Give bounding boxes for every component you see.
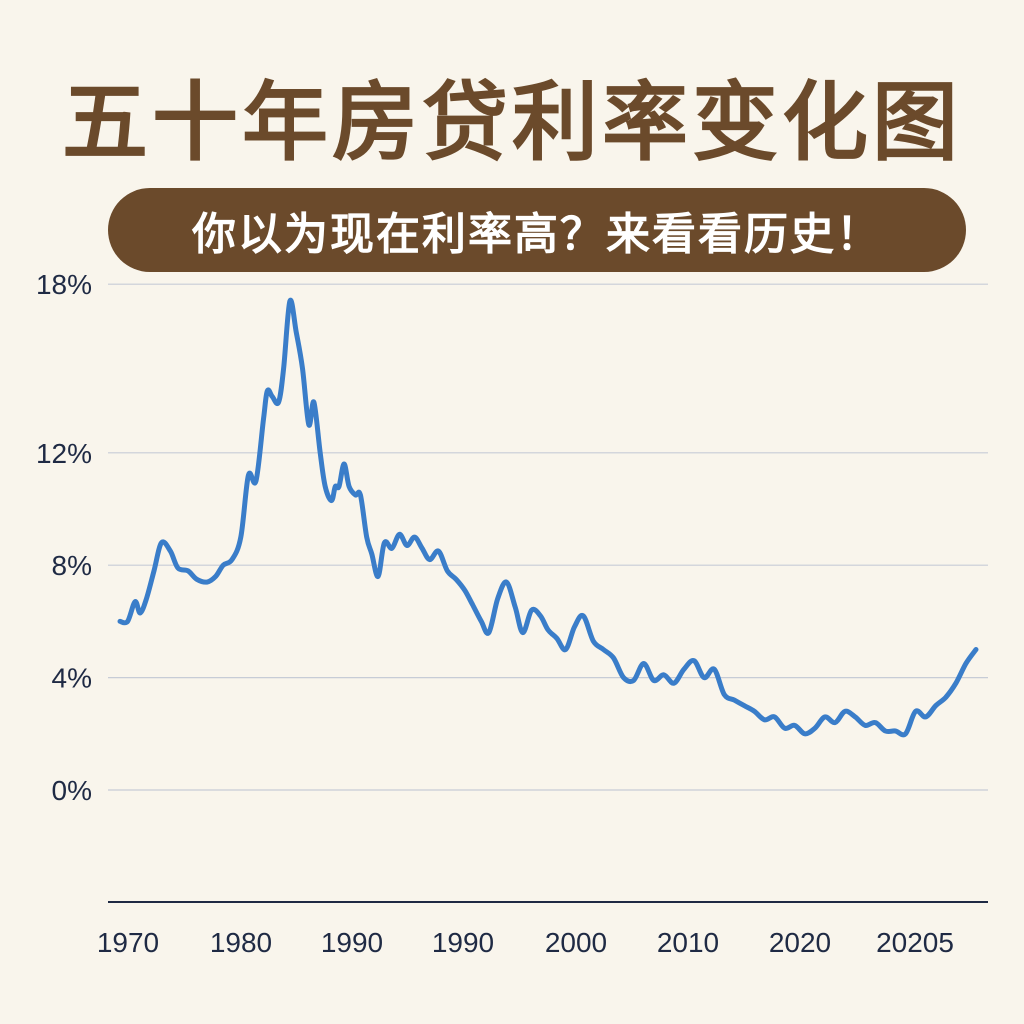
chart-title: 五十年房贷利率变化图 [62, 73, 962, 173]
x-tick-label: 1990 [321, 927, 383, 958]
x-tick-label: 2010 [657, 927, 719, 958]
x-tick-label: 1970 [97, 927, 159, 958]
x-tick-label: 1980 [210, 927, 272, 958]
subtitle-banner: 你以为现在利率高？来看看历史！ [108, 188, 966, 272]
x-tick-label: 2020 [769, 927, 831, 958]
y-tick-label: 12% [36, 438, 92, 469]
x-tick-label: 2000 [545, 927, 607, 958]
x-tick-label: 1990 [432, 927, 494, 958]
x-tick-label: 20205 [876, 927, 954, 958]
subtitle-text: 你以为现在利率高？来看看历史！ [192, 209, 882, 260]
series-line-mortgage-rate [117, 297, 979, 738]
y-tick-label: 4% [52, 663, 92, 694]
y-tick-label: 18% [36, 269, 92, 300]
y-tick-label: 8% [52, 550, 92, 581]
y-tick-label: 0% [52, 775, 92, 806]
